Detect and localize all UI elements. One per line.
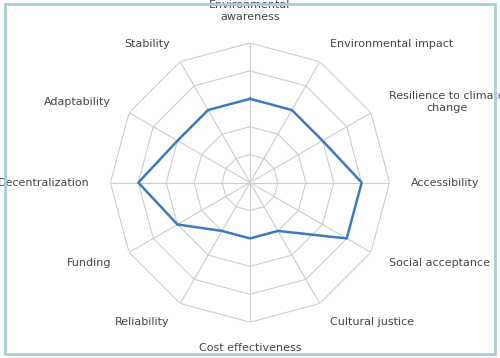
Text: Resilience to climate
change: Resilience to climate change xyxy=(389,92,500,113)
Text: Environmental
awareness: Environmental awareness xyxy=(210,0,290,22)
Text: Cultural justice: Cultural justice xyxy=(330,316,414,326)
Text: Adaptability: Adaptability xyxy=(44,97,111,107)
Text: Social acceptance: Social acceptance xyxy=(389,258,490,268)
Text: Cost effectiveness: Cost effectiveness xyxy=(198,343,301,353)
Text: Funding: Funding xyxy=(66,258,111,268)
Text: Stability: Stability xyxy=(124,39,170,49)
Text: Decentralization: Decentralization xyxy=(0,178,90,188)
Text: Accessibility: Accessibility xyxy=(410,178,479,188)
Text: Environmental impact: Environmental impact xyxy=(330,39,454,49)
Text: Reliability: Reliability xyxy=(115,316,170,326)
